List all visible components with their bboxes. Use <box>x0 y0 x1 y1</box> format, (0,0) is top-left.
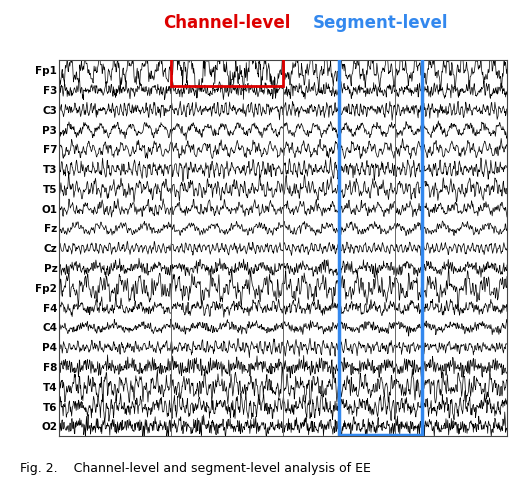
Bar <box>338 55 421 435</box>
Text: Segment-level: Segment-level <box>313 14 447 32</box>
Text: Fig. 2.    Channel-level and segment-level analysis of EE: Fig. 2. Channel-level and segment-level … <box>20 462 371 475</box>
Text: Channel-level: Channel-level <box>163 14 290 32</box>
Bar <box>171 55 282 86</box>
